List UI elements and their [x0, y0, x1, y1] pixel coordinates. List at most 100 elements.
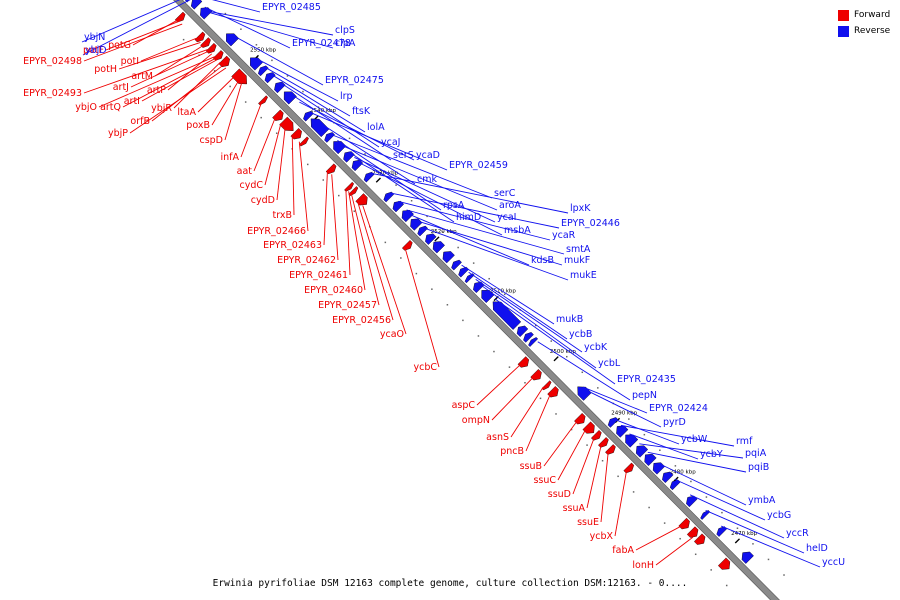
reverse-gene-label: ycbL — [598, 358, 621, 369]
reverse-leader-line — [705, 510, 805, 554]
reverse-gene-label: serC — [494, 188, 516, 199]
position-dot — [648, 506, 650, 509]
tick-mark — [375, 177, 381, 183]
reverse-gene-label: msbA — [504, 225, 531, 236]
position-dot — [679, 537, 681, 540]
reverse-gene-label: ybjN — [84, 32, 105, 43]
position-dot — [306, 163, 309, 166]
reverse-gene-label: pyrD — [663, 417, 686, 428]
forward-gene-label: pncB — [500, 446, 524, 457]
position-dot — [534, 324, 537, 327]
forward-gene-label: ssuC — [533, 475, 556, 486]
reverse-gene-arrow — [425, 233, 437, 245]
forward-leader-line — [635, 525, 682, 551]
forward-leader-line — [614, 470, 627, 537]
reverse-gene-label: yccR — [786, 528, 809, 539]
reverse-leader-line — [658, 463, 747, 506]
forward-leader-line — [356, 199, 394, 321]
position-dot — [244, 101, 247, 103]
forward-gene-label: cspD — [199, 135, 223, 146]
forward-leader-line — [404, 247, 440, 368]
tick-label: 2550 kbp — [250, 48, 276, 54]
forward-gene-arrow — [717, 557, 731, 570]
reverse-gene-label: ycbG — [767, 510, 791, 521]
position-dot — [767, 558, 770, 561]
reverse-gene-label: EPYR_02459 — [449, 160, 508, 171]
position-dot — [721, 511, 723, 514]
reverse-gene-label: ycbB — [569, 329, 592, 340]
reverse-leader-line — [279, 81, 380, 148]
reverse-gene-arrow — [741, 551, 754, 564]
reverse-leader-line — [412, 215, 530, 266]
tick-label: 2520 kbp — [431, 229, 457, 235]
reverse-gene-label: ftsK — [352, 106, 371, 117]
reverse-gene-arrow — [190, 0, 203, 10]
position-dot — [457, 246, 459, 249]
position-dot — [286, 75, 289, 77]
reverse-leader-line — [209, 10, 334, 36]
reverse-leader-line — [620, 424, 735, 447]
reverse-gene-arrow — [401, 210, 414, 223]
reverse-gene-label: rpsA — [443, 200, 465, 211]
forward-gene-arrow — [686, 526, 699, 538]
reverse-gene-label: kdsB — [531, 255, 554, 266]
reverse-gene-label: lpxK — [570, 203, 591, 214]
forward-leader-line — [154, 44, 204, 77]
reverse-gene-label: rmf — [736, 436, 753, 447]
reverse-leader-line — [255, 57, 339, 102]
position-dot — [488, 277, 490, 280]
position-dot — [431, 288, 433, 290]
position-dot — [628, 418, 630, 420]
forward-leader-line — [129, 67, 227, 134]
reverse-leader-line — [342, 145, 498, 211]
position-dot — [255, 44, 258, 46]
reverse-gene-label: ycbY — [700, 449, 723, 460]
position-dot — [659, 449, 661, 452]
position-dot — [524, 381, 526, 384]
forward-gene-label: artM — [131, 71, 153, 82]
forward-gene-label: ltaA — [177, 107, 196, 118]
forward-leader-line — [557, 429, 587, 481]
reverse-gene-arrow — [283, 91, 297, 105]
position-dot — [725, 584, 728, 587]
forward-leader-line — [291, 134, 295, 216]
label-leader-lines — [81, 0, 821, 568]
forward-leader-line — [351, 194, 380, 306]
reverse-gene-arrow — [644, 453, 657, 467]
position-dot — [555, 413, 557, 415]
reverse-leader-line — [299, 101, 415, 161]
position-dot — [446, 304, 449, 306]
reverse-leader-line — [292, 94, 392, 161]
reverse-gene-label: ycaI — [497, 212, 516, 223]
reverse-leader-line — [461, 264, 555, 325]
position-dot — [632, 491, 635, 493]
reverse-leader-line — [337, 140, 442, 211]
forward-gene-label: artJ — [113, 82, 129, 93]
reverse-gene-arrow — [274, 81, 286, 94]
forward-gene-label: orfB — [130, 116, 150, 127]
reverse-gene-arrow — [652, 462, 666, 475]
forward-gene-label: potG — [108, 40, 131, 51]
tick-mark — [734, 538, 741, 544]
position-dot — [566, 355, 568, 358]
reverse-gene-label: EPYR_02475 — [325, 75, 384, 86]
forward-leader-line — [83, 23, 183, 62]
position-dot — [736, 527, 739, 529]
reverse-gene-label: cmk — [417, 174, 437, 185]
forward-gene-label: ycaO — [380, 329, 404, 340]
forward-gene-arrow — [623, 462, 635, 474]
forward-leader-line — [276, 127, 286, 201]
reverse-leader-line — [204, 6, 291, 49]
reverse-leader-line — [495, 298, 616, 385]
forward-gene-arrow — [693, 533, 706, 545]
position-dot — [783, 574, 785, 576]
reverse-leader-line — [639, 443, 744, 459]
reverse-gene-arrow — [310, 118, 330, 138]
reverse-gene-label: ymbA — [748, 495, 776, 506]
reverse-gene-label: clpA — [335, 38, 356, 49]
forward-leader-line — [543, 420, 578, 467]
reverse-leader-line — [354, 157, 496, 223]
reverse-gene-label: EPYR_02435 — [617, 374, 676, 385]
position-dot — [229, 85, 231, 88]
